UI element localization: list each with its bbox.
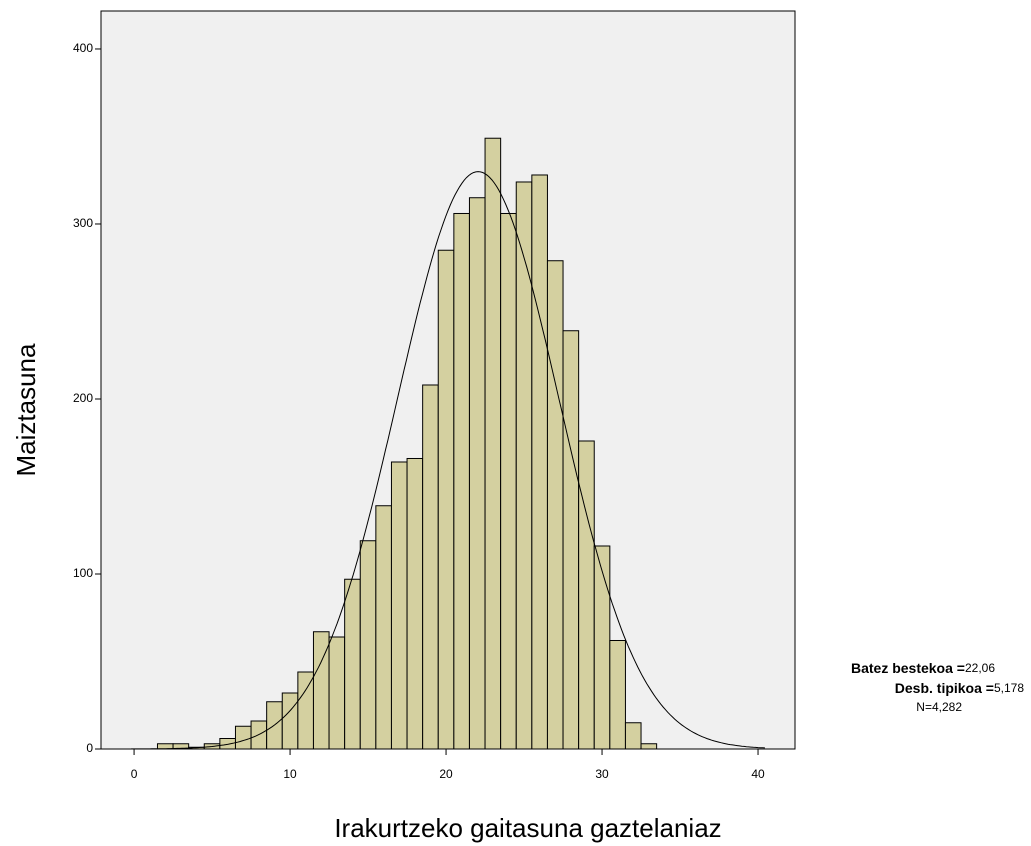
bar <box>546 260 564 750</box>
stat-name: Desb. tipikoa = <box>895 680 994 696</box>
stat-value: 22,06 <box>965 661 995 675</box>
y-tick-label: 0 <box>86 741 93 755</box>
stat-name: Batez bestekoa = <box>851 660 965 676</box>
x-tick-label: 20 <box>439 767 453 781</box>
bar <box>500 212 517 750</box>
y-tick-label: 100 <box>73 566 93 580</box>
bar <box>281 692 299 750</box>
y-tick-label: 300 <box>73 216 93 230</box>
y-tick-label: 200 <box>73 391 93 405</box>
stat-value: 4,282 <box>932 700 962 714</box>
bar <box>531 174 548 750</box>
bar <box>562 330 580 750</box>
bar <box>406 457 424 750</box>
x-tick-label: 0 <box>131 767 138 781</box>
bar <box>234 725 252 750</box>
bar <box>375 505 392 750</box>
bar <box>437 249 455 750</box>
stat-n: N=4,282 <box>916 700 962 714</box>
bar <box>640 743 658 750</box>
bar <box>453 212 470 750</box>
x-axis-label: Irakurtzeko gaitasuna gaztelaniaz <box>334 813 721 843</box>
y-tick-label: 400 <box>73 41 93 55</box>
bar <box>468 197 486 750</box>
x-tick-label: 30 <box>595 767 609 781</box>
bar <box>515 181 533 750</box>
stat-mean: Batez bestekoa =22,06 <box>851 660 995 676</box>
bar <box>328 636 346 750</box>
bar <box>422 384 439 750</box>
bar <box>297 671 314 750</box>
bar <box>578 440 595 750</box>
x-tick-label: 10 <box>283 767 297 781</box>
bar <box>344 578 361 750</box>
bar <box>624 722 642 750</box>
bar <box>609 639 626 750</box>
normal-curve <box>131 171 765 750</box>
stat-sd: Desb. tipikoa =5,178 <box>895 680 1025 696</box>
stat-value: 5,178 <box>994 681 1024 695</box>
x-tick-label: 40 <box>751 767 765 781</box>
bar <box>593 545 611 750</box>
bar <box>359 540 377 750</box>
plot-frame <box>100 10 796 750</box>
bar <box>390 461 408 750</box>
stat-name: N= <box>916 700 932 714</box>
bar <box>484 137 502 750</box>
y-axis-label: Maiztasuna <box>11 343 41 476</box>
